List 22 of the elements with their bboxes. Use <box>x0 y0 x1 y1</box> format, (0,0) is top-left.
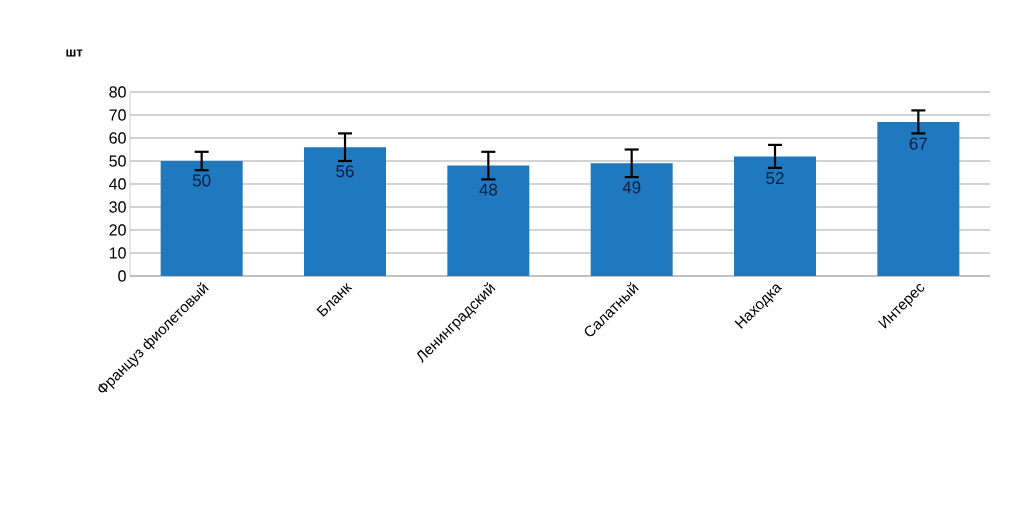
data-label: 49 <box>622 181 641 194</box>
y-tick-label: 0 <box>118 270 126 282</box>
bar <box>160 161 243 276</box>
data-label: 67 <box>909 137 927 150</box>
bar <box>447 165 530 276</box>
data-label: 52 <box>766 172 784 185</box>
data-label: 56 <box>336 165 354 178</box>
data-label: 48 <box>479 183 498 196</box>
y-tick-label: 20 <box>109 224 126 236</box>
bar <box>734 156 817 276</box>
y-tick-label: 80 <box>109 86 126 98</box>
y-tick-label: 10 <box>109 247 126 259</box>
data-label: 50 <box>192 174 211 187</box>
bar <box>590 163 673 276</box>
y-tick-label: 40 <box>109 178 126 190</box>
y-axis-title: шт <box>66 49 83 57</box>
bar <box>304 147 386 276</box>
y-tick-label: 50 <box>109 155 126 167</box>
y-tick-label: 70 <box>109 109 126 121</box>
y-tick-label: 60 <box>109 132 126 144</box>
y-tick-label: 30 <box>109 201 126 213</box>
bar <box>877 121 960 276</box>
